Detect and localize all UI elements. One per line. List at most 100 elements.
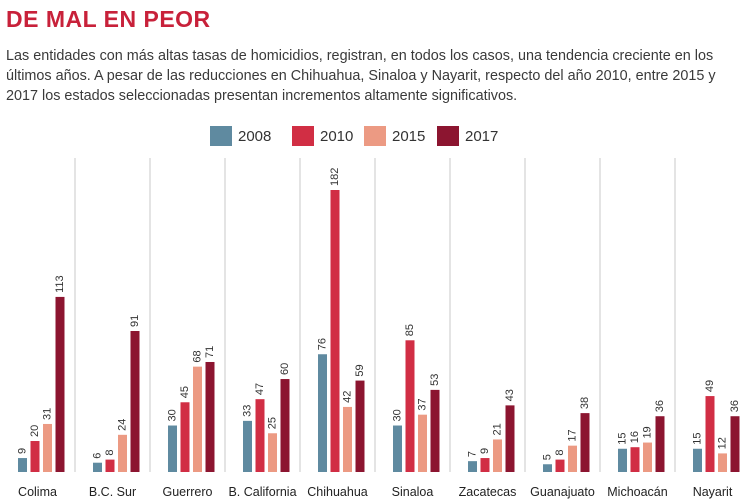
value-label: 85: [404, 324, 416, 336]
bar-2010-1: [105, 459, 115, 472]
value-label: 17: [567, 429, 579, 441]
legend-label-2017: 2017: [465, 127, 499, 145]
legend-item-2015: 2015: [364, 126, 425, 146]
bar-2015-4: [343, 406, 352, 472]
value-label: 9: [479, 448, 491, 454]
bar-2010-6: [480, 458, 490, 472]
bar-2008-7: [543, 464, 552, 472]
bar-2008-5: [393, 425, 402, 472]
value-label: 91: [129, 315, 141, 327]
bar-2017-0: [55, 296, 65, 472]
bar-2017-3: [280, 379, 290, 472]
bar-2015-3: [268, 433, 277, 472]
legend-swatch-2010: [292, 126, 314, 146]
value-label: 49: [704, 380, 716, 392]
bar-2008-9: [693, 448, 702, 472]
bar-2010-5: [405, 340, 415, 472]
value-label: 182: [329, 168, 341, 186]
category-label: Zacatecas: [459, 485, 517, 499]
legend-swatch-2017: [437, 126, 459, 146]
legend-swatch-2008: [210, 126, 232, 146]
value-label: 8: [104, 449, 116, 455]
value-label: 76: [317, 338, 329, 350]
bar-2010-4: [330, 190, 340, 472]
chart-title: DE MAL EN PEOR: [6, 6, 211, 32]
bar-2010-2: [180, 402, 190, 472]
bar-2010-8: [630, 447, 640, 472]
legend-item-2017: 2017: [437, 126, 498, 146]
category-label: Sinaloa: [392, 485, 434, 499]
bar-2015-7: [568, 445, 577, 472]
value-label: 68: [192, 350, 204, 362]
value-label: 12: [717, 437, 729, 449]
value-label: 6: [92, 453, 104, 459]
value-label: 60: [279, 363, 291, 375]
bar-2015-2: [193, 366, 202, 472]
value-label: 5: [542, 454, 554, 460]
value-label: 19: [642, 426, 654, 438]
legend-item-2008: 2008: [210, 126, 271, 146]
value-label: 43: [504, 389, 516, 401]
legend-label-2015: 2015: [392, 127, 426, 145]
value-label: 9: [17, 448, 29, 454]
category-label: B.C. Sur: [89, 485, 136, 499]
value-label: 113: [54, 275, 66, 293]
value-label: 21: [492, 423, 504, 435]
value-label: 15: [692, 433, 704, 445]
category-label: Colima: [18, 485, 57, 499]
category-label: Nayarit: [693, 485, 733, 499]
bar-2010-7: [555, 459, 565, 472]
bar-2008-0: [18, 458, 27, 472]
bar-2015-6: [493, 439, 502, 472]
bar-2008-1: [93, 462, 102, 472]
bar-2008-3: [243, 420, 252, 472]
legend-swatch-2015: [364, 126, 386, 146]
category-label: Chihuahua: [307, 485, 368, 499]
value-label: 15: [617, 433, 629, 445]
bar-2008-2: [168, 425, 177, 472]
value-label: 7: [467, 451, 479, 457]
category-label: Guanajuato: [530, 485, 595, 499]
bar-2010-9: [705, 396, 715, 472]
value-label: 45: [179, 386, 191, 398]
value-label: 47: [254, 383, 266, 395]
value-label: 8: [554, 449, 566, 455]
legend-item-2010: 2010: [292, 126, 353, 146]
bar-2015-1: [118, 434, 127, 472]
bar-2017-9: [730, 416, 740, 472]
bar-2015-0: [43, 423, 52, 472]
value-label: 36: [654, 400, 666, 412]
value-label: 59: [354, 364, 366, 376]
value-label: 71: [204, 346, 216, 358]
legend: 2008 2010 2015 2017: [0, 126, 750, 150]
value-label: 25: [267, 417, 279, 429]
category-label: Guerrero: [162, 485, 212, 499]
bar-2008-4: [318, 354, 327, 472]
chart-subtitle: Las entidades con más altas tasas de hom…: [6, 48, 716, 104]
value-label: 38: [579, 397, 591, 409]
value-label: 24: [117, 419, 129, 431]
value-label: 42: [342, 391, 354, 403]
category-label: B. California: [228, 485, 296, 499]
bar-2015-5: [418, 414, 427, 472]
bar-2017-4: [355, 380, 365, 472]
bar-2010-0: [30, 441, 40, 472]
bar-2017-6: [505, 405, 515, 472]
value-label: 31: [42, 408, 54, 420]
category-label: Michoacán: [607, 485, 667, 499]
legend-label-2010: 2010: [320, 127, 354, 145]
bar-2017-2: [205, 361, 215, 472]
bar-2017-8: [655, 416, 665, 472]
value-label: 33: [242, 405, 254, 417]
bar-2017-7: [580, 413, 590, 472]
bar-2015-9: [718, 453, 727, 472]
bar-2017-5: [430, 389, 440, 472]
value-label: 37: [417, 398, 429, 410]
bar-2008-8: [618, 448, 627, 472]
value-label: 53: [429, 374, 441, 386]
value-label: 20: [29, 425, 41, 437]
value-label: 30: [167, 409, 179, 421]
bar-2015-8: [643, 442, 652, 472]
value-label: 16: [629, 431, 641, 443]
